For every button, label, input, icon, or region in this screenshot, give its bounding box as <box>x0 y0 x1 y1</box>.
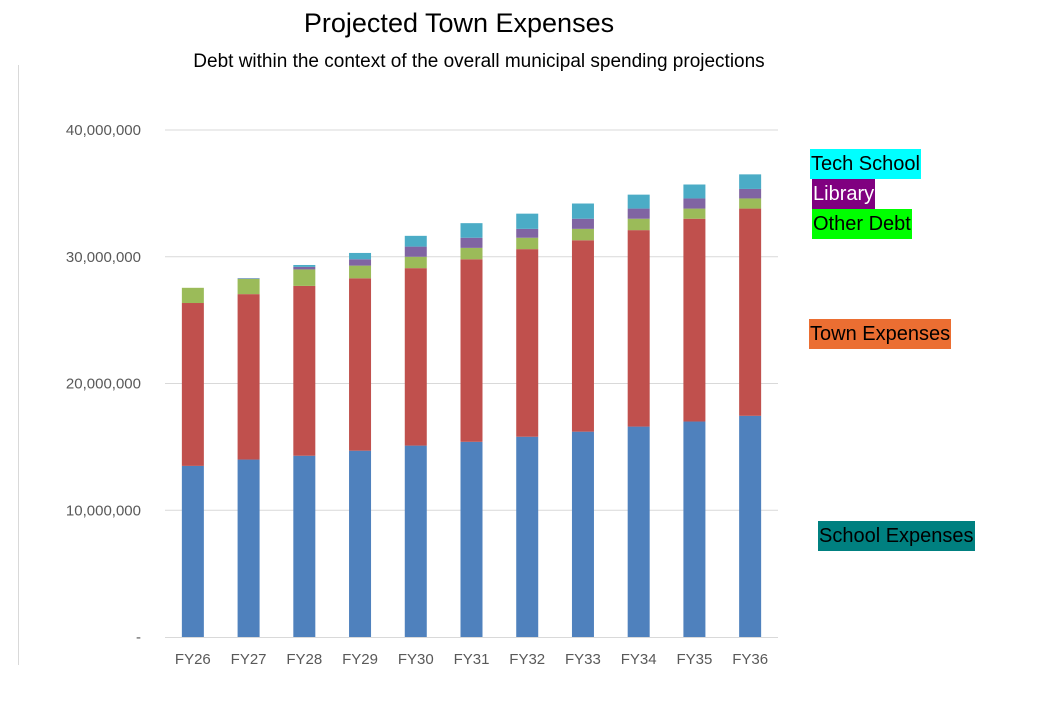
bar-segment-town-expenses <box>404 268 427 446</box>
bar-segment-other-debt <box>404 256 427 269</box>
bar-segment-town-expenses <box>627 230 650 427</box>
bar-segment-school-expenses <box>571 431 594 637</box>
bar-segment-tech-school <box>571 203 594 219</box>
y-tick-label: 40,000,000 <box>66 122 141 139</box>
bar-segment-tech-school <box>683 184 706 199</box>
bar-segment-other-debt <box>460 247 483 260</box>
bar-segment-town-expenses <box>683 218 706 422</box>
bar-segment-town-expenses <box>181 303 204 466</box>
bar-segment-other-debt <box>627 218 650 231</box>
bar-segment-school-expenses <box>349 450 372 637</box>
y-tick-label: 10,000,000 <box>66 502 141 519</box>
bar-segment-town-expenses <box>293 285 316 456</box>
bar-segment-school-expenses <box>516 436 539 637</box>
x-tick-label: FY36 <box>732 651 768 668</box>
legend-tech-school: Tech School <box>810 149 921 179</box>
bar-segment-school-expenses <box>739 415 762 637</box>
y-tick-label: - <box>136 629 141 646</box>
bar-segment-tech-school <box>627 194 650 209</box>
bar-segment-library <box>683 198 706 209</box>
bar-segment-library <box>404 246 427 257</box>
bar-segment-other-debt <box>571 228 594 241</box>
x-tick-label: FY28 <box>286 651 322 668</box>
bar-segment-school-expenses <box>460 441 483 637</box>
bar-segment-library <box>349 259 372 266</box>
legend-other-debt: Other Debt <box>812 209 912 239</box>
legend-library: Library <box>812 179 876 209</box>
bar-segment-library <box>739 188 762 199</box>
bar-segment-library <box>571 218 594 229</box>
bar-segment-tech-school <box>349 252 372 260</box>
chart-title: Projected Town Expenses <box>303 8 615 38</box>
bar-segment-library <box>627 208 650 219</box>
x-tick-label: FY31 <box>454 651 490 668</box>
bar-segment-school-expenses <box>404 445 427 637</box>
legend-school-expenses: School Expenses <box>818 521 975 551</box>
bar-segment-town-expenses <box>739 208 762 416</box>
bar-segment-town-expenses <box>516 249 539 437</box>
bar-segment-library <box>293 266 316 270</box>
y-tick-label: 20,000,000 <box>66 376 141 393</box>
bar-segment-other-debt <box>349 265 372 279</box>
x-tick-label: FY30 <box>398 651 434 668</box>
x-tick-label: FY26 <box>175 651 211 668</box>
bar-segment-tech-school <box>516 213 539 229</box>
x-tick-label: FY33 <box>565 651 601 668</box>
y-tick-label: 30,000,000 <box>66 249 141 266</box>
bar-segment-school-expenses <box>293 455 316 637</box>
legend-town-expenses: Town Expenses <box>809 319 952 349</box>
bar-segment-town-expenses <box>460 259 483 442</box>
bar-segment-school-expenses <box>683 421 706 637</box>
bar-segment-other-debt <box>181 287 204 304</box>
bar-segment-library <box>460 237 483 248</box>
x-tick-label: FY27 <box>231 651 267 668</box>
bar-segment-other-debt <box>237 278 260 295</box>
bar-segment-tech-school <box>293 264 316 267</box>
bar-segment-school-expenses <box>181 465 204 637</box>
bar-segment-tech-school <box>404 235 427 247</box>
bar-segment-school-expenses <box>627 426 650 637</box>
bar-segment-town-expenses <box>571 240 594 432</box>
bar-segment-other-debt <box>683 208 706 219</box>
bar-segment-library <box>516 228 539 238</box>
bar-segment-school-expenses <box>237 459 260 637</box>
bar-segment-other-debt <box>516 237 539 250</box>
x-tick-label: FY32 <box>509 651 545 668</box>
x-tick-label: FY34 <box>621 651 657 668</box>
chart-subtitle: Debt within the context of the overall m… <box>193 51 765 72</box>
bar-segment-other-debt <box>293 269 316 286</box>
bar-segment-other-debt <box>739 198 762 209</box>
bar-segment-town-expenses <box>349 278 372 451</box>
bar-segment-town-expenses <box>237 294 260 460</box>
x-tick-label: FY35 <box>676 651 712 668</box>
bar-segment-tech-school <box>460 223 483 238</box>
chart-frame-line <box>18 65 19 665</box>
x-tick-label: FY29 <box>342 651 378 668</box>
bar-segment-tech-school <box>739 174 762 189</box>
